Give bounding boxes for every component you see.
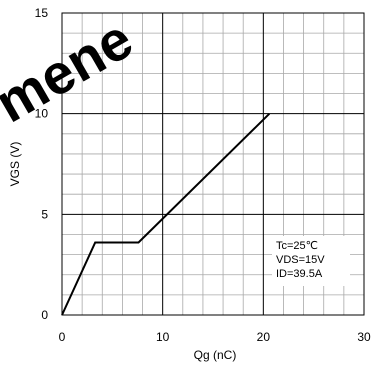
y-axis-label: VGS (V) [8, 142, 22, 187]
conditions-box-bg [272, 236, 350, 286]
condition-temperature: Tc=25℃ [276, 240, 318, 252]
y-tick-label: 15 [35, 6, 49, 20]
watermark: mene [0, 7, 143, 135]
y-tick-label: 10 [35, 107, 49, 121]
condition-vds: VDS=15V [276, 254, 325, 266]
x-tick-label: 20 [257, 330, 271, 344]
conditions-box: Tc=25℃ VDS=15V ID=39.5A [272, 236, 350, 286]
major-grid [62, 13, 364, 315]
x-tick-label: 0 [59, 330, 66, 344]
x-tick-label: 10 [156, 330, 170, 344]
y-tick-label: 5 [41, 207, 48, 221]
vgs-qg-curve [61, 112, 271, 316]
x-tick-label: 30 [357, 330, 371, 344]
x-axis-label: Qg (nC) [194, 348, 237, 362]
y-tick-label: 0 [41, 308, 48, 322]
series-group [61, 112, 271, 316]
x-tick-labels: 0 10 20 30 [59, 330, 371, 344]
condition-id: ID=39.5A [276, 268, 323, 280]
y-tick-labels: 0 5 10 15 [35, 6, 49, 322]
plot-frame [61, 12, 365, 316]
